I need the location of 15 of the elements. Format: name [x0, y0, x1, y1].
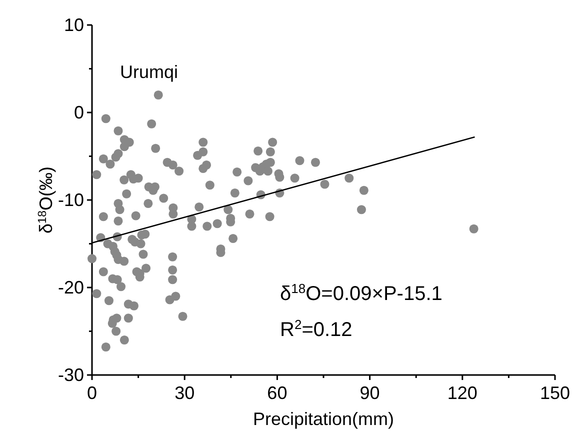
- x-tick-label: 150: [540, 383, 570, 404]
- y-tick-label: -10: [58, 190, 84, 210]
- y-tick-label: 0: [74, 102, 84, 122]
- annotation: R$^{2}$=0.12: [280, 316, 352, 341]
- annotation: Urumqi: [120, 62, 178, 82]
- x-tick-label: 120: [447, 383, 478, 404]
- x-tick-label: 60: [267, 383, 288, 404]
- x-tick-label: 30: [174, 383, 195, 404]
- y-tick-label: -20: [58, 277, 84, 298]
- y-tick-label: -30: [58, 364, 84, 385]
- y-tick-label: 10: [64, 14, 84, 35]
- x-tick-label: 0: [86, 383, 98, 404]
- x-tick-label: 90: [360, 383, 380, 404]
- x-axis-title: Precipitation(mm): [252, 409, 394, 429]
- annotation: δ$^{18}$O=0.09×P-15.1: [280, 280, 442, 305]
